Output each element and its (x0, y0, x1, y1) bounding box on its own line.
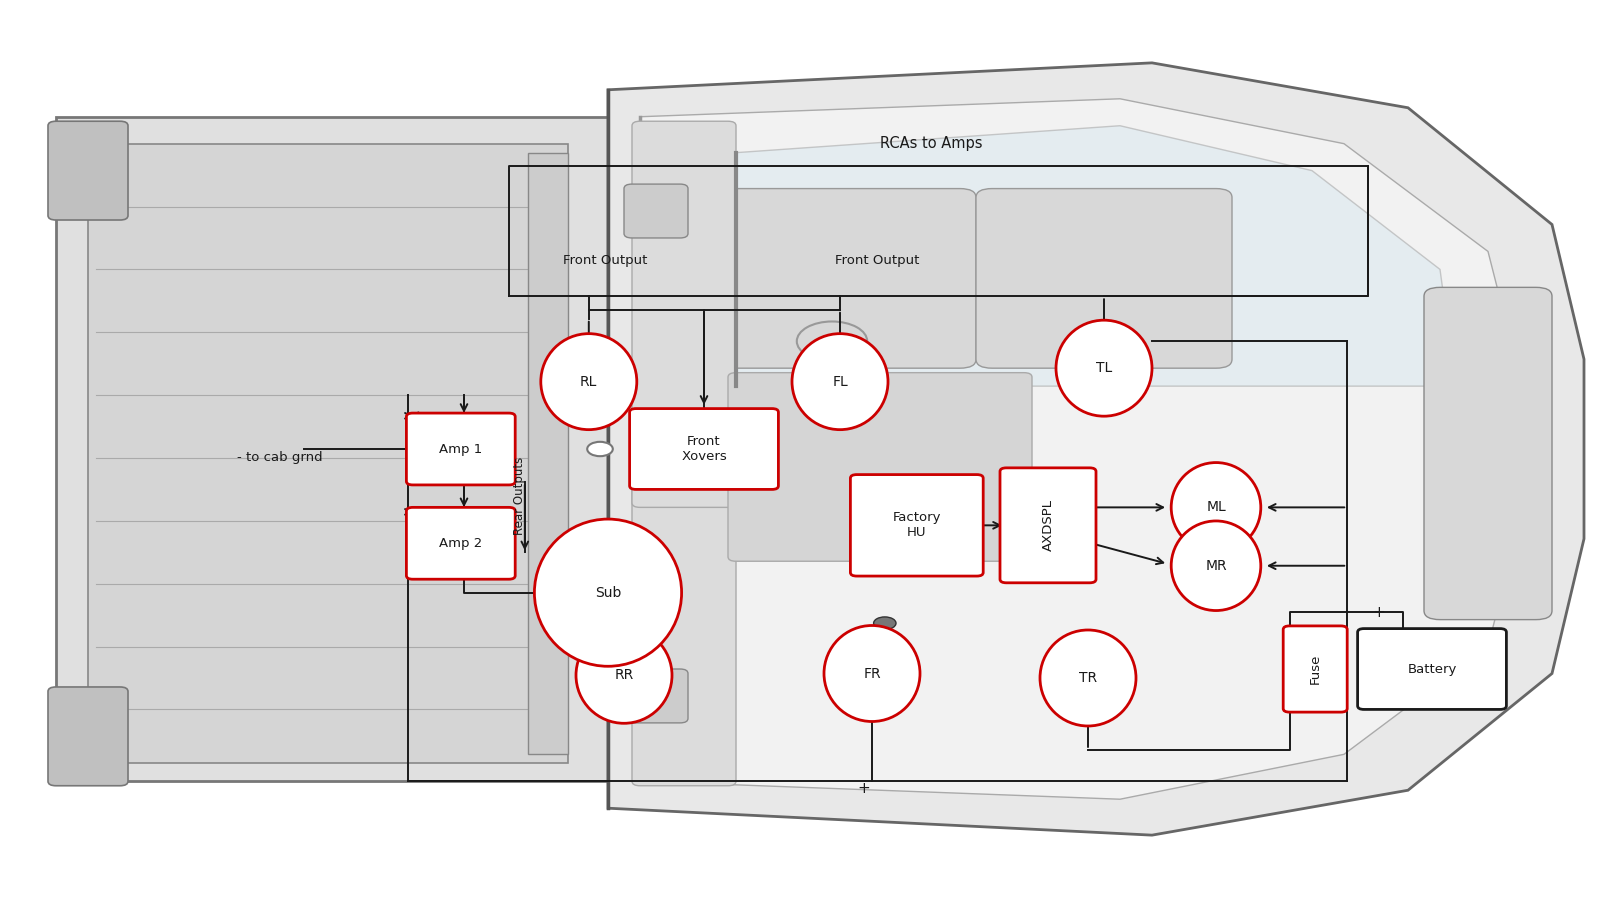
PathPatch shape (608, 63, 1584, 835)
Text: TR: TR (1078, 671, 1098, 685)
FancyBboxPatch shape (1000, 468, 1096, 583)
Text: RCAs to Amps: RCAs to Amps (880, 136, 982, 151)
Circle shape (587, 442, 613, 456)
FancyBboxPatch shape (624, 184, 688, 238)
Text: Front Output: Front Output (563, 254, 646, 267)
FancyBboxPatch shape (406, 413, 515, 485)
Ellipse shape (824, 626, 920, 721)
Text: Battery: Battery (1408, 663, 1456, 675)
Text: Fuse: Fuse (1309, 654, 1322, 684)
FancyBboxPatch shape (48, 687, 128, 786)
Text: RR: RR (614, 668, 634, 682)
FancyBboxPatch shape (720, 189, 976, 368)
FancyBboxPatch shape (406, 507, 515, 579)
Text: MR: MR (1205, 559, 1227, 573)
Ellipse shape (1056, 321, 1152, 416)
Text: FR: FR (862, 666, 882, 681)
Text: Amp 2: Amp 2 (438, 537, 483, 550)
FancyBboxPatch shape (1358, 629, 1507, 709)
FancyBboxPatch shape (632, 121, 736, 507)
FancyBboxPatch shape (851, 474, 982, 577)
Ellipse shape (792, 334, 888, 429)
FancyBboxPatch shape (632, 400, 736, 786)
Ellipse shape (541, 334, 637, 429)
Text: AXDSPL: AXDSPL (1042, 499, 1054, 551)
FancyBboxPatch shape (88, 144, 568, 763)
Ellipse shape (1171, 462, 1261, 552)
Ellipse shape (534, 519, 682, 666)
Text: - to cab grnd: - to cab grnd (237, 452, 323, 464)
Text: Factory
HU: Factory HU (893, 511, 941, 540)
FancyBboxPatch shape (976, 189, 1232, 368)
Text: +: + (1373, 605, 1386, 620)
FancyBboxPatch shape (630, 409, 779, 489)
Text: RL: RL (581, 374, 597, 389)
FancyBboxPatch shape (528, 153, 568, 754)
FancyBboxPatch shape (728, 373, 1032, 561)
Text: Front
Xovers: Front Xovers (682, 435, 726, 463)
PathPatch shape (736, 126, 1456, 386)
Circle shape (874, 617, 896, 629)
Text: Rear Outputs: Rear Outputs (514, 456, 526, 535)
Text: FL: FL (832, 374, 848, 389)
Text: Front Output: Front Output (835, 254, 918, 267)
FancyBboxPatch shape (624, 669, 688, 723)
Text: Amp 1: Amp 1 (438, 443, 483, 455)
Text: +: + (858, 781, 870, 796)
Ellipse shape (1040, 630, 1136, 726)
FancyBboxPatch shape (48, 121, 128, 220)
PathPatch shape (640, 99, 1520, 799)
FancyBboxPatch shape (1424, 287, 1552, 620)
Text: TL: TL (1096, 361, 1112, 375)
Text: ML: ML (1206, 500, 1226, 515)
FancyBboxPatch shape (1283, 626, 1347, 712)
PathPatch shape (56, 117, 608, 781)
Ellipse shape (576, 628, 672, 723)
Text: Sub: Sub (595, 585, 621, 600)
Ellipse shape (1171, 521, 1261, 611)
